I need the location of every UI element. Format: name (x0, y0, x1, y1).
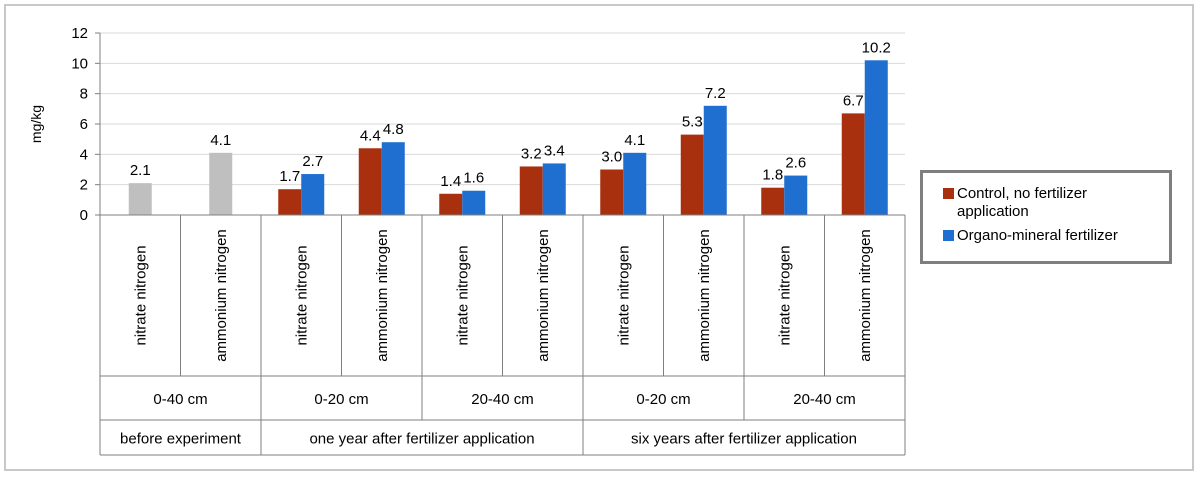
legend: Control, no fertilizer application Organ… (920, 170, 1172, 264)
category-label: ammonium nitrogen (374, 229, 391, 362)
y-tick-label: 10 (71, 55, 88, 72)
bar-fertilizer (301, 174, 325, 215)
depth-group-label: 0-40 cm (153, 391, 207, 408)
bar-baseline (128, 183, 152, 215)
data-label-control: 1.4 (440, 173, 461, 190)
bar-fertilizer (381, 142, 405, 215)
period-group-label: six years after fertilizer application (631, 431, 857, 448)
data-label-fertilizer: 4.8 (383, 121, 404, 138)
bar-control (358, 148, 382, 215)
bar-control (761, 187, 785, 215)
period-group-label: one year after fertilizer application (309, 431, 534, 448)
data-label-control: 4.4 (360, 127, 381, 144)
category-label: nitrate nitrogen (293, 245, 310, 345)
data-label-control: 3.0 (601, 149, 622, 166)
data-label-fertilizer: 4.1 (624, 132, 645, 149)
bar-control (600, 169, 624, 215)
category-label: ammonium nitrogen (535, 229, 552, 362)
bar-fertilizer (623, 152, 647, 215)
data-label-control: 3.2 (521, 145, 542, 162)
depth-group-label: 20-40 cm (471, 391, 534, 408)
y-tick-label: 8 (80, 86, 88, 103)
labels: 0 2 4 6 8 10 12 mg/kg 2.1 4.1 1.72.7 4.4 4.8 1.4 1.6 3.… (28, 25, 891, 448)
data-label-fertilizer: 2.7 (302, 153, 323, 170)
category-label: ammonium nitrogen (696, 229, 713, 362)
legend-item-fertilizer: Organo-mineral fertilizer (943, 227, 1157, 245)
bar-control (519, 166, 543, 215)
y-axis-title: mg/kg (28, 105, 44, 143)
data-label-baseline: 2.1 (130, 162, 151, 179)
period-group-label: before experiment (120, 431, 242, 448)
data-label-fertilizer: 2.6 (785, 155, 806, 172)
data-label-control: 6.7 (843, 92, 864, 109)
bar-fertilizer (703, 105, 727, 215)
bar-control (680, 134, 704, 215)
legend-item-control: Control, no fertilizer application (943, 185, 1157, 221)
y-tick-label: 2 (80, 177, 88, 194)
bar-control (278, 189, 302, 215)
data-label-control: 1.8 (762, 167, 783, 184)
category-label: nitrate nitrogen (132, 245, 149, 345)
bars (128, 60, 888, 215)
data-label-fertilizer: 1.6 (463, 170, 484, 187)
bar-fertilizer (462, 190, 486, 215)
category-label: nitrate nitrogen (454, 245, 471, 345)
legend-label-fertilizer: Organo-mineral fertilizer (957, 227, 1118, 244)
legend-swatch-fertilizer (943, 230, 954, 241)
data-label-baseline: 4.1 (210, 132, 231, 149)
bar-fertilizer (784, 175, 808, 215)
category-label: nitrate nitrogen (776, 245, 793, 345)
data-label-control: 5.3 (682, 114, 703, 131)
legend-label-control: Control, no fertilizer application (957, 185, 1088, 220)
depth-group-label: 20-40 cm (793, 391, 856, 408)
y-tick-label: 0 (80, 207, 88, 224)
y-tick-label: 4 (80, 146, 88, 163)
data-label-fertilizer: 10.2 (862, 39, 891, 56)
data-label-fertilizer: 7.2 (705, 85, 726, 102)
bar-fertilizer (864, 60, 888, 215)
data-label-control: 1.7 (279, 168, 300, 185)
legend-swatch-control (943, 188, 954, 199)
data-label-fertilizer: 3.4 (544, 142, 565, 159)
category-label: ammonium nitrogen (857, 229, 874, 362)
bar-control (439, 193, 463, 215)
y-tick-label: 12 (71, 25, 88, 42)
category-label: ammonium nitrogen (213, 229, 230, 362)
y-tick-label: 6 (80, 116, 88, 133)
bar-baseline (209, 152, 233, 215)
category-table (100, 214, 906, 456)
bar-control (841, 113, 865, 215)
depth-group-label: 0-20 cm (636, 391, 690, 408)
depth-group-label: 0-20 cm (314, 391, 368, 408)
bar-fertilizer (542, 163, 566, 215)
category-label: nitrate nitrogen (615, 245, 632, 345)
